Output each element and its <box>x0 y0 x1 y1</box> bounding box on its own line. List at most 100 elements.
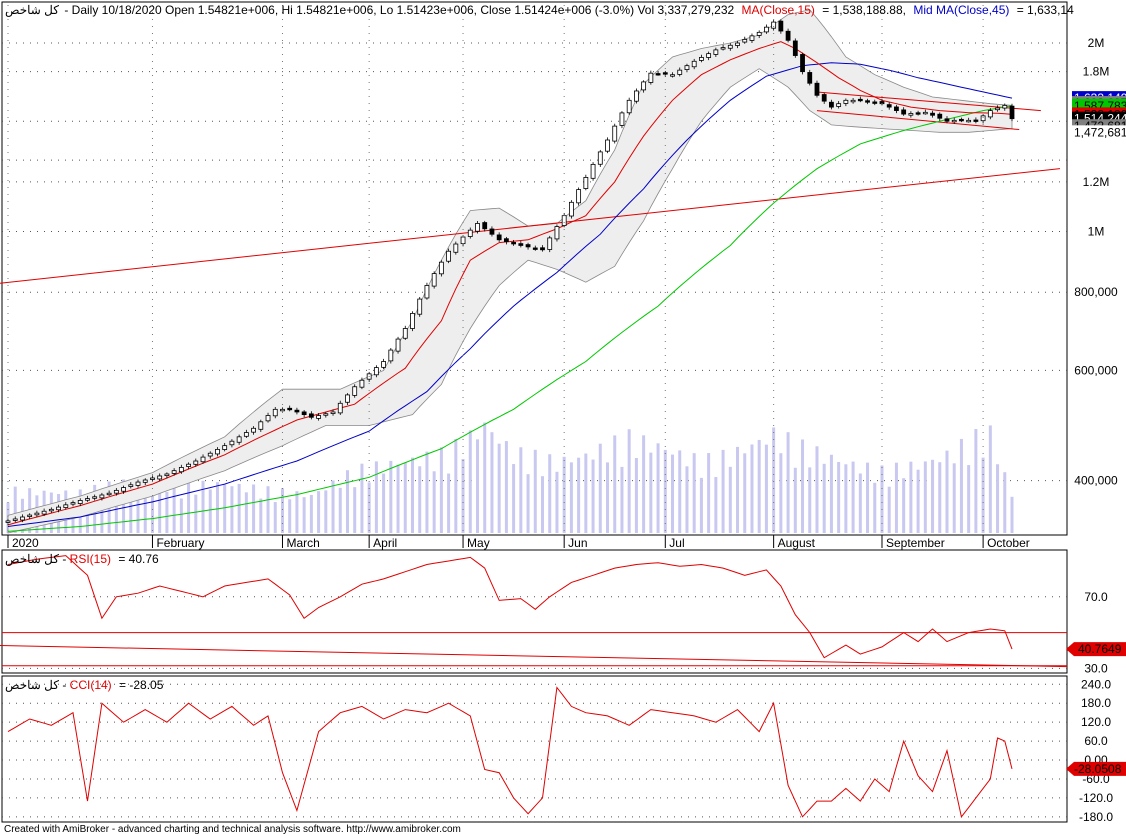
volume-bar <box>866 462 870 533</box>
ma-long-line <box>7 105 1013 532</box>
volume-bar <box>663 449 667 533</box>
candle-body <box>128 484 134 487</box>
candle-body <box>540 247 545 251</box>
volume-bar <box>280 488 284 533</box>
cci-symbol: کل شاخص <box>5 678 59 692</box>
volume-bar <box>974 429 978 533</box>
candle-body <box>446 250 452 262</box>
volume-bar <box>410 457 414 533</box>
candle-body <box>106 492 112 496</box>
candle-body <box>12 518 18 521</box>
month-label: 2020 <box>12 536 39 550</box>
volume-bar <box>454 438 458 533</box>
volume-bar <box>360 463 364 533</box>
rsi-label: RSI(15) <box>70 552 111 566</box>
volume-bar <box>172 479 176 533</box>
volume-bar <box>165 491 169 533</box>
volume-bar <box>1010 496 1014 533</box>
month-label: April <box>373 536 397 550</box>
volume-bar <box>634 457 638 533</box>
volume-bar <box>425 451 429 533</box>
candle-body <box>872 101 878 104</box>
candle-body <box>280 408 285 412</box>
volume-bar <box>259 498 263 533</box>
volume-bar <box>418 466 422 533</box>
candle-body <box>771 21 777 29</box>
cci-pane-frame <box>1 675 1068 823</box>
volume-bar <box>909 461 913 533</box>
candle-body <box>113 489 119 494</box>
volume-bar <box>483 422 487 533</box>
volume-bar <box>309 494 313 533</box>
volume-bar <box>252 484 256 533</box>
volume-bar <box>967 465 971 533</box>
price-tick-label: 2M <box>1088 36 1105 50</box>
candle-body <box>525 244 531 248</box>
volume-bar <box>793 467 797 533</box>
volume-bar <box>317 491 321 533</box>
price-tick-label: 1.2M <box>1083 175 1110 189</box>
volume-bar <box>215 482 219 533</box>
volume-bar <box>447 473 451 533</box>
candle-body <box>417 298 423 315</box>
volume-bar <box>685 466 689 533</box>
volume-bar <box>916 469 920 533</box>
candle-body <box>829 101 834 108</box>
candle-body <box>944 118 950 122</box>
candle-body <box>85 498 90 501</box>
volume-bar <box>851 461 855 533</box>
rsi-trendline <box>0 645 1068 668</box>
cci-value-box <box>1066 761 1126 776</box>
candle-body <box>922 111 928 115</box>
candle-body <box>518 243 524 246</box>
volume-bar <box>923 461 927 533</box>
volume-bar <box>606 462 610 533</box>
ma15-value: = 1,538,188.88, <box>822 3 906 17</box>
symbol-name: کل شاخص <box>5 3 59 17</box>
candle-body <box>619 112 625 126</box>
month-label: October <box>987 536 1030 550</box>
volume-bar <box>338 487 342 533</box>
volume-bar <box>136 478 140 533</box>
candle-body <box>699 57 704 61</box>
candle-body <box>764 26 769 33</box>
volume-bar <box>526 474 530 533</box>
volume-bar <box>179 498 183 533</box>
volume-bar <box>288 499 292 533</box>
price-header: کل شاخص - Daily 10/18/2020 Open 1.54821e… <box>5 3 1074 17</box>
candle-body <box>70 502 76 505</box>
candle-body <box>482 222 488 230</box>
candle-body <box>662 72 668 75</box>
volume-bar <box>389 460 393 533</box>
candle-body <box>215 449 220 455</box>
candle-body <box>894 106 899 111</box>
candle-body <box>706 53 712 58</box>
volume-bar <box>324 490 328 533</box>
volume-bar <box>699 477 703 533</box>
candle-body <box>850 99 856 103</box>
candle-body <box>865 100 870 103</box>
volume-bar <box>996 464 1000 533</box>
candle-body <box>684 65 690 70</box>
volume-bar <box>764 444 768 533</box>
cci-header: کل شاخص - CCI(14) = -28.05 <box>5 678 164 692</box>
candle-body <box>995 107 1000 111</box>
candle-body <box>330 411 336 414</box>
price-summary: Daily 10/18/2020 Open 1.54821e+006, Hi 1… <box>72 3 735 17</box>
rsi-tick-label: 70.0 <box>1084 590 1108 604</box>
volume-bar <box>692 453 696 533</box>
candle-body <box>5 520 11 523</box>
volume-bar <box>584 453 588 533</box>
rsi-symbol: کل شاخص <box>5 552 59 566</box>
candle-body <box>547 237 553 250</box>
candle-body <box>164 473 170 477</box>
candle-body <box>229 440 235 446</box>
candle-body <box>966 119 972 123</box>
cci-axis: 240.0180.0120.060.00.00-60.0-120.0-180.0… <box>1066 677 1126 824</box>
price-trendline <box>816 110 1020 131</box>
cci-line <box>7 686 1013 818</box>
volume-bar <box>714 477 718 533</box>
volume-bar <box>757 439 761 533</box>
volume-bar <box>273 502 277 533</box>
